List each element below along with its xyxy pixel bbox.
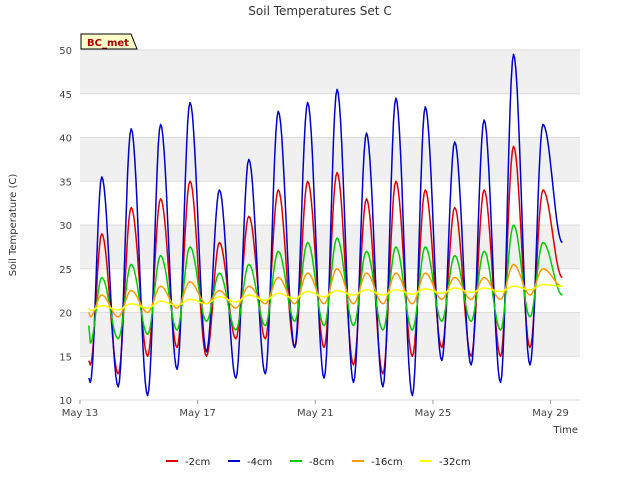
legend-label: -32cm [439,457,471,468]
legend-label: -8cm [309,457,334,468]
x-tick-label: May 25 [415,408,452,419]
series-line-minus-8cm [88,224,563,344]
y-tick-label: 45 [59,90,72,101]
x-axis-title: Time [553,425,578,436]
series-line-minus-2cm [88,145,563,375]
y-tick-label: 25 [59,265,72,276]
y-tick-label: 30 [59,221,72,232]
badge-label: BC_met [87,38,129,49]
grid-band [80,137,580,182]
x-tick-label: May 21 [297,408,334,419]
series-line-minus-32cm [88,283,563,312]
x-tick-label: May 17 [179,408,216,419]
legend-label: -4cm [247,457,272,468]
series-lines [88,53,563,397]
y-axis-title: Soil Temperature (C) [8,174,19,277]
series-line-minus-16cm [88,263,563,318]
y-tick-label: 15 [59,352,72,363]
legend-label: -16cm [371,457,403,468]
x-tick-label: May 13 [62,408,99,419]
y-tick-label: 20 [59,309,72,320]
x-axis: May 13 May 17 May 21 May 25 May 29 [62,400,569,419]
y-tick-label: 50 [59,46,72,57]
chart-title: Soil Temperatures Set C [248,4,391,18]
x-tick-label: May 29 [532,408,569,419]
y-tick-label: 40 [59,134,72,145]
legend-label: -2cm [185,457,210,468]
legend: -2cm -4cm -8cm -16cm -32cm [166,457,471,468]
badge: BC_met [80,33,138,50]
y-tick-label: 35 [59,177,72,188]
y-tick-label: 10 [59,396,72,407]
series-line-minus-4cm [88,53,563,397]
grid-band [80,50,580,94]
y-axis: 10 15 20 25 30 35 40 45 50 [59,46,72,407]
badge-box [80,33,138,50]
